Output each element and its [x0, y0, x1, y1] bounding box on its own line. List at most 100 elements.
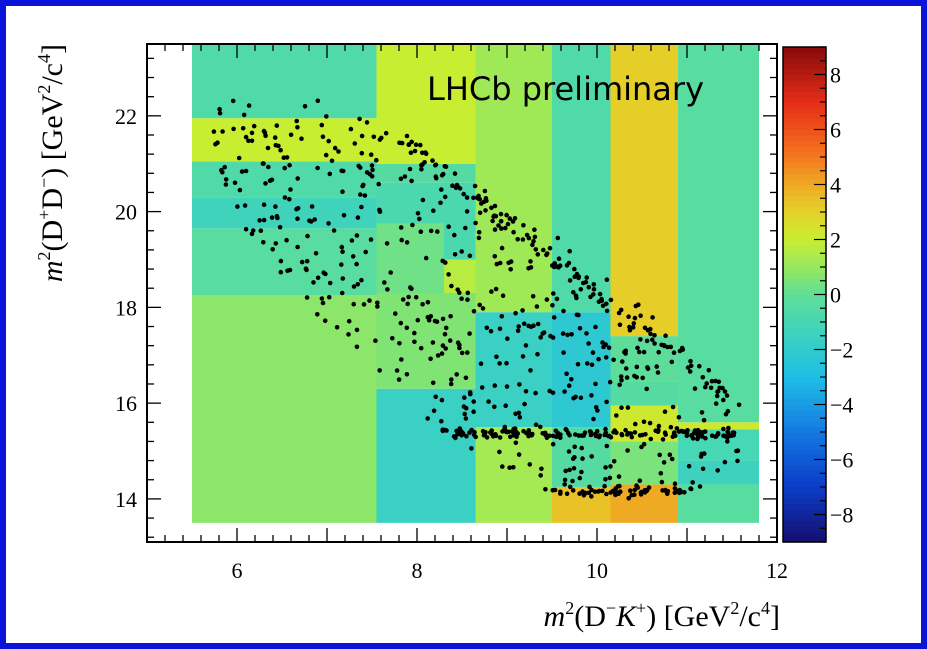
- event-point: [251, 123, 257, 129]
- event-point: [217, 106, 222, 112]
- event-point: [449, 377, 454, 382]
- event-point: [604, 308, 610, 314]
- colorbar-segment: [783, 74, 826, 81]
- event-point: [471, 309, 477, 314]
- event-point: [567, 467, 572, 473]
- event-point: [457, 342, 462, 348]
- event-point: [596, 434, 602, 440]
- event-point: [654, 364, 659, 369]
- event-point: [736, 402, 742, 408]
- event-point: [633, 421, 638, 427]
- event-point: [243, 226, 249, 232]
- event-point: [484, 325, 490, 331]
- event-point: [428, 314, 434, 319]
- event-point: [503, 225, 508, 231]
- annotation-label: LHCb preliminary: [427, 70, 704, 108]
- event-point: [721, 433, 726, 439]
- event-point: [324, 114, 329, 119]
- colorbar-segment: [783, 102, 826, 109]
- event-point: [607, 475, 613, 481]
- event-point: [354, 233, 360, 238]
- event-point: [590, 350, 596, 355]
- event-point: [662, 409, 668, 415]
- event-point: [398, 225, 404, 230]
- event-point: [701, 417, 707, 423]
- event-point: [340, 189, 345, 194]
- event-point: [423, 255, 429, 261]
- event-point: [275, 215, 280, 221]
- event-point: [211, 129, 217, 134]
- event-point: [404, 240, 410, 245]
- event-point: [472, 183, 478, 189]
- event-point: [443, 260, 448, 265]
- event-point: [634, 483, 639, 488]
- event-point: [257, 218, 262, 223]
- event-point: [287, 196, 292, 202]
- event-point: [433, 394, 439, 400]
- colorbar-segment: [783, 228, 826, 235]
- event-point: [442, 164, 448, 169]
- event-point: [584, 275, 589, 280]
- colorbar-segment: [783, 525, 826, 532]
- colorbar-segment: [783, 52, 826, 59]
- event-point: [278, 147, 283, 153]
- event-point: [562, 389, 567, 394]
- colorbar-tick-label: −8: [830, 503, 853, 528]
- heatmap-bin-23: [552, 312, 611, 428]
- event-point: [611, 357, 616, 363]
- event-point: [349, 238, 355, 243]
- event-point: [431, 408, 437, 414]
- event-point: [484, 435, 490, 440]
- event-point: [320, 134, 326, 139]
- x-axis-title: m2(D−K+) [GeV2/c4]: [544, 598, 780, 633]
- event-point: [552, 261, 557, 266]
- event-point: [354, 261, 359, 267]
- event-point: [652, 333, 657, 338]
- event-point: [562, 477, 568, 483]
- event-point: [578, 395, 584, 401]
- event-point: [326, 138, 332, 144]
- plot-area-border: [146, 43, 778, 543]
- event-point: [513, 440, 519, 446]
- event-point: [249, 130, 255, 136]
- event-point: [412, 330, 417, 336]
- event-point: [586, 341, 591, 346]
- event-point: [340, 168, 346, 174]
- event-point: [382, 280, 387, 285]
- event-point: [405, 301, 411, 307]
- event-point: [687, 369, 693, 374]
- event-point: [295, 216, 300, 221]
- event-point: [520, 237, 526, 242]
- event-point: [505, 221, 511, 227]
- event-point: [319, 122, 325, 128]
- event-point: [596, 356, 601, 362]
- event-point: [351, 301, 357, 307]
- colorbar-segment: [783, 448, 826, 455]
- event-point: [396, 377, 402, 382]
- event-point: [359, 204, 364, 210]
- event-point: [672, 430, 677, 435]
- event-point: [725, 434, 730, 440]
- colorbar-segment: [783, 404, 826, 411]
- event-point: [288, 187, 293, 192]
- event-point: [439, 418, 444, 424]
- event-point: [513, 411, 518, 417]
- event-point: [315, 98, 321, 104]
- event-point: [363, 249, 369, 255]
- event-point: [322, 318, 328, 324]
- heatmap-bin-17: [444, 44, 476, 164]
- event-point: [688, 486, 694, 492]
- colorbar-tick-label: 0: [830, 283, 841, 308]
- event-point: [692, 386, 698, 391]
- event-point: [420, 302, 425, 307]
- event-point: [591, 282, 597, 287]
- colorbar-segment: [783, 476, 826, 483]
- event-point: [513, 310, 518, 316]
- heatmap-bin-26: [610, 441, 678, 485]
- event-point: [504, 212, 509, 218]
- colorbar-segment: [783, 437, 826, 444]
- x-tick-label: 10: [586, 558, 608, 583]
- event-point: [492, 253, 498, 259]
- event-point: [659, 479, 665, 485]
- event-point: [505, 336, 510, 342]
